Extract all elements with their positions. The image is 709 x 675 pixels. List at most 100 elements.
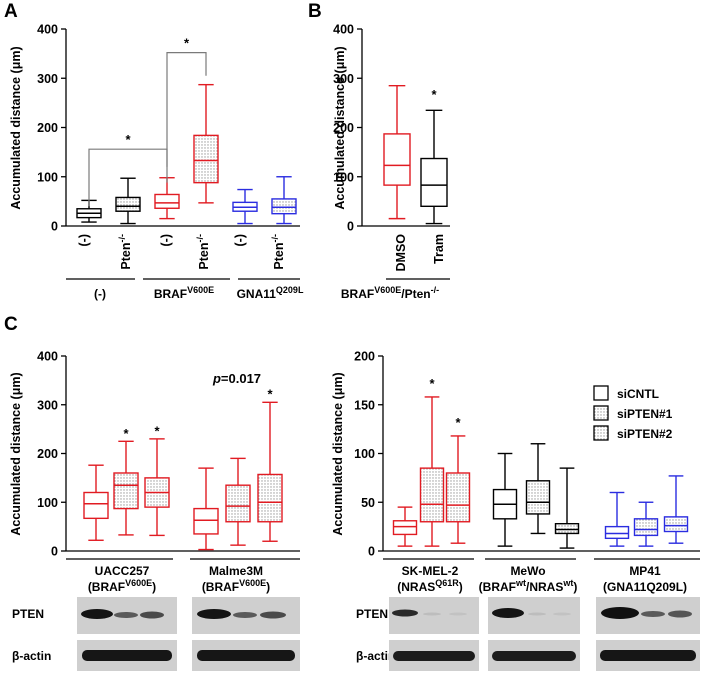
- mutation-text: (NRAS: [397, 580, 435, 594]
- cell-line-uacc257: UACC257: [95, 564, 150, 578]
- blot-band: [197, 609, 231, 619]
- blot-band: [392, 609, 418, 617]
- panel-letter-b: B: [308, 1, 322, 22]
- panel-letter-a: A: [4, 1, 18, 22]
- panel-c-left-chart: Accumulated distance (μm) 0100200300400 …: [9, 350, 300, 594]
- mutation-text: (BRAF: [202, 580, 239, 594]
- mutation-text: (BRAF: [479, 580, 516, 594]
- blot-band-actin: [197, 650, 295, 661]
- cell-line-mewo-mutation: (BRAFwt/NRASwt): [479, 578, 578, 594]
- blot-band: [423, 612, 441, 616]
- box-body: [383, 133, 411, 186]
- box-body: [113, 472, 139, 510]
- panel-b-ylabel: Accumulated distance (μm): [333, 46, 347, 209]
- xtick-label: (-): [159, 234, 173, 247]
- mutation-text: ): [459, 580, 463, 594]
- mutation-text: ): [573, 580, 577, 594]
- panel-c-right-boxes: **: [392, 376, 689, 549]
- blot-band-actin: [82, 650, 172, 661]
- cell-line-mp41-mutation: (GNA11Q209L): [603, 580, 687, 594]
- blot-label-actin-left: β-actin: [12, 649, 51, 663]
- box-plot: [193, 83, 219, 204]
- box-body: [193, 134, 219, 184]
- box-body: [445, 472, 471, 523]
- box-plot: [193, 467, 219, 551]
- box-plot: [554, 467, 580, 549]
- panel-b-axes: 0 100 200 300 400: [333, 23, 450, 234]
- box-plot: [113, 440, 139, 536]
- y-tick-label: 200: [354, 350, 375, 364]
- y-tick-label: 200: [333, 121, 354, 135]
- y-tick-label: 300: [333, 72, 354, 86]
- y-tick-label: 300: [37, 398, 58, 412]
- y-tick-label: 200: [37, 447, 58, 461]
- blot-band: [492, 608, 524, 618]
- blot-band: [140, 611, 164, 619]
- cell-line-malme3m-mutation: (BRAFV600E): [202, 578, 270, 594]
- significance-star: *: [125, 132, 131, 147]
- panel-a-chart: Accumulated distance (μm) 0100200300400 …: [9, 23, 304, 302]
- blot-band-actin: [600, 650, 696, 661]
- panel-c-right-axes: 0 50 100 150 200: [354, 350, 700, 559]
- panel-c-left-ylabel: Accumulated distance (μm): [9, 372, 23, 535]
- y-tick-label: 0: [51, 545, 58, 559]
- box-body: [154, 193, 180, 209]
- legend-label-sipten2: siPTEN#2: [617, 427, 673, 441]
- group-label-braf: BRAFV600E: [154, 285, 214, 301]
- legend-swatch-sipten1: [593, 405, 609, 421]
- panel-c-right-chart: Accumulated distance (μm) 0 50 100 150 200 *…: [331, 350, 700, 594]
- y-tick-label: 0: [368, 545, 375, 559]
- group-label-gna11: GNA11Q209L: [237, 285, 304, 301]
- blot-label-pten-left: PTEN: [12, 607, 44, 621]
- group-text: BRAF: [154, 287, 187, 301]
- box-body: [420, 157, 448, 207]
- box-plot: [115, 177, 141, 225]
- significance-star: *: [267, 386, 273, 401]
- significance-star: *: [455, 415, 461, 430]
- blot-band: [81, 609, 113, 619]
- legend-label-sicntl: siCNTL: [617, 387, 659, 401]
- group-text: BRAF: [341, 287, 374, 301]
- box-body: [271, 198, 297, 215]
- y-tick-label: 400: [333, 23, 354, 37]
- legend-swatch-sipten2: [593, 425, 609, 441]
- box-plot: [445, 435, 471, 544]
- box-body: [225, 484, 251, 523]
- xtick-label: DMSO: [394, 234, 408, 272]
- box-plot: [232, 188, 258, 225]
- y-tick-label: 100: [37, 170, 58, 184]
- y-tick-label: 100: [354, 447, 375, 461]
- box-plot: [420, 109, 448, 225]
- y-tick-label: 50: [361, 496, 375, 510]
- xtick-text: Pten: [119, 243, 133, 270]
- blot-band: [233, 612, 257, 618]
- blot-band: [668, 610, 692, 618]
- cell-line-mewo: MeWo: [510, 564, 545, 578]
- mutation-text: ): [266, 580, 270, 594]
- xtick-text: Pten: [272, 243, 286, 270]
- cell-line-mp41: MP41: [629, 564, 661, 578]
- panel-b-chart: Accumulated distance (μm) 0100200300400 …: [333, 23, 450, 301]
- p-value-annotation: p=0.017: [212, 371, 261, 386]
- box-body: [604, 525, 630, 540]
- significance-star: *: [431, 87, 437, 102]
- xtick-label: Pten-/-: [270, 234, 286, 270]
- box-body: [193, 507, 219, 535]
- group-sup: V600E: [187, 285, 214, 295]
- box-body: [392, 520, 418, 536]
- mutation-text: ): [152, 580, 156, 594]
- blot-band: [114, 612, 138, 618]
- y-tick-label: 0: [51, 220, 58, 234]
- xtick-label: (-): [233, 234, 247, 247]
- cell-line-skmel2-mutation: (NRASQ61R): [397, 578, 463, 594]
- box-body: [525, 480, 551, 515]
- blot-band: [641, 611, 665, 617]
- legend: siCNTL siPTEN#1 siPTEN#2: [593, 385, 673, 441]
- panel-c-left-boxes: * * *: [83, 386, 283, 551]
- mutation-sup: V600E: [125, 578, 152, 588]
- box-body: [633, 518, 659, 537]
- box-plot: [225, 457, 251, 546]
- blot-label-actin-right: β-actin: [356, 649, 395, 663]
- significance-star: *: [154, 423, 160, 438]
